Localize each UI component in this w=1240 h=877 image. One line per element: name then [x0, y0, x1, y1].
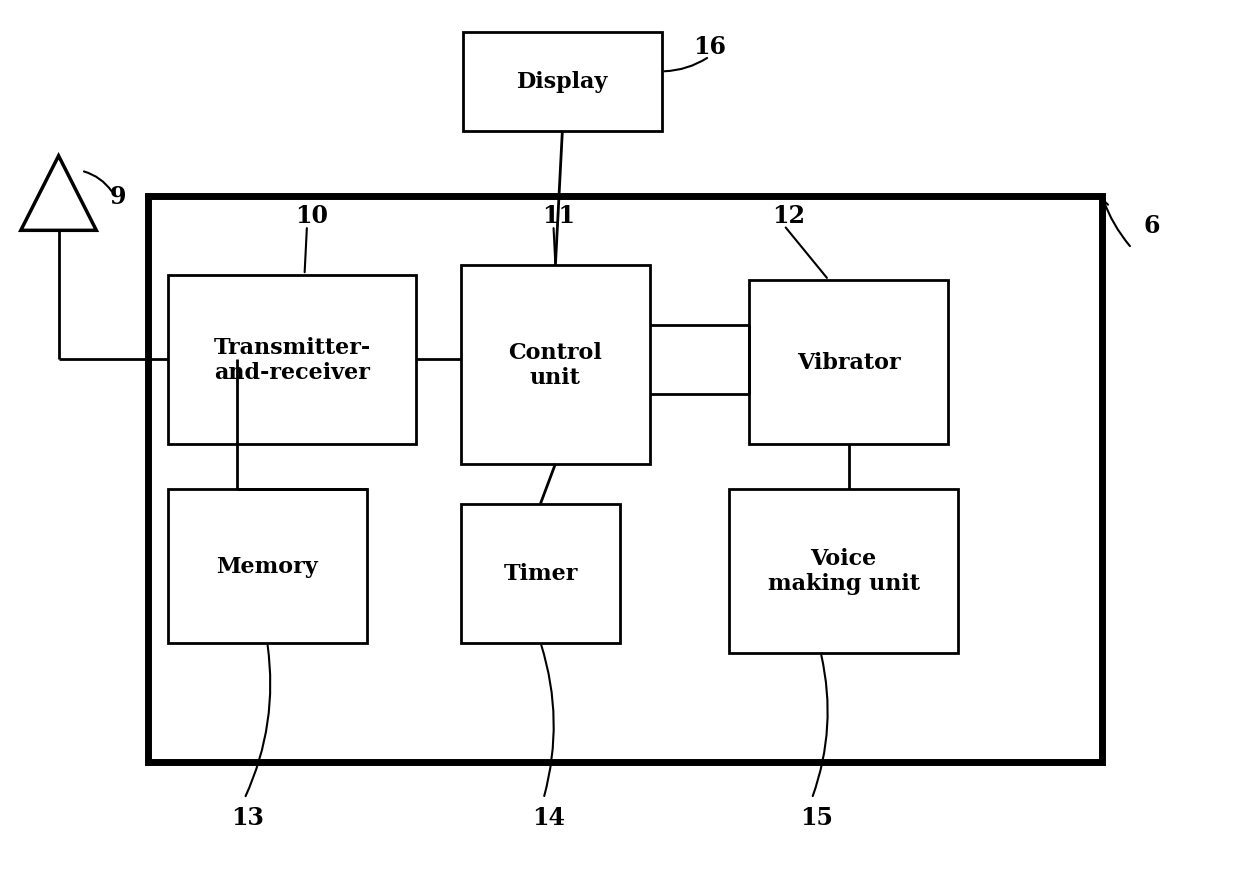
Text: Voice
making unit: Voice making unit [768, 547, 920, 595]
Text: 10: 10 [295, 204, 329, 228]
Bar [463, 32, 662, 132]
Bar [749, 281, 947, 445]
Text: Timer: Timer [503, 562, 578, 584]
Bar [729, 489, 957, 652]
Text: 15: 15 [800, 805, 833, 829]
Text: Control
unit: Control unit [508, 341, 603, 389]
Bar [167, 489, 367, 643]
Text: 6: 6 [1143, 214, 1159, 238]
Text: 12: 12 [773, 204, 806, 228]
Text: 11: 11 [542, 204, 575, 228]
Text: Memory: Memory [216, 555, 319, 577]
Text: Vibrator: Vibrator [797, 352, 900, 374]
Bar [148, 196, 1102, 762]
Text: Display: Display [517, 71, 608, 93]
Bar [461, 504, 620, 643]
Bar [167, 275, 417, 445]
Text: 13: 13 [231, 805, 264, 829]
Text: 16: 16 [693, 35, 725, 60]
Bar [461, 266, 650, 464]
Text: 14: 14 [532, 805, 565, 829]
Text: 9: 9 [110, 184, 126, 209]
Text: Transmitter-
and-receiver: Transmitter- and-receiver [213, 337, 371, 384]
